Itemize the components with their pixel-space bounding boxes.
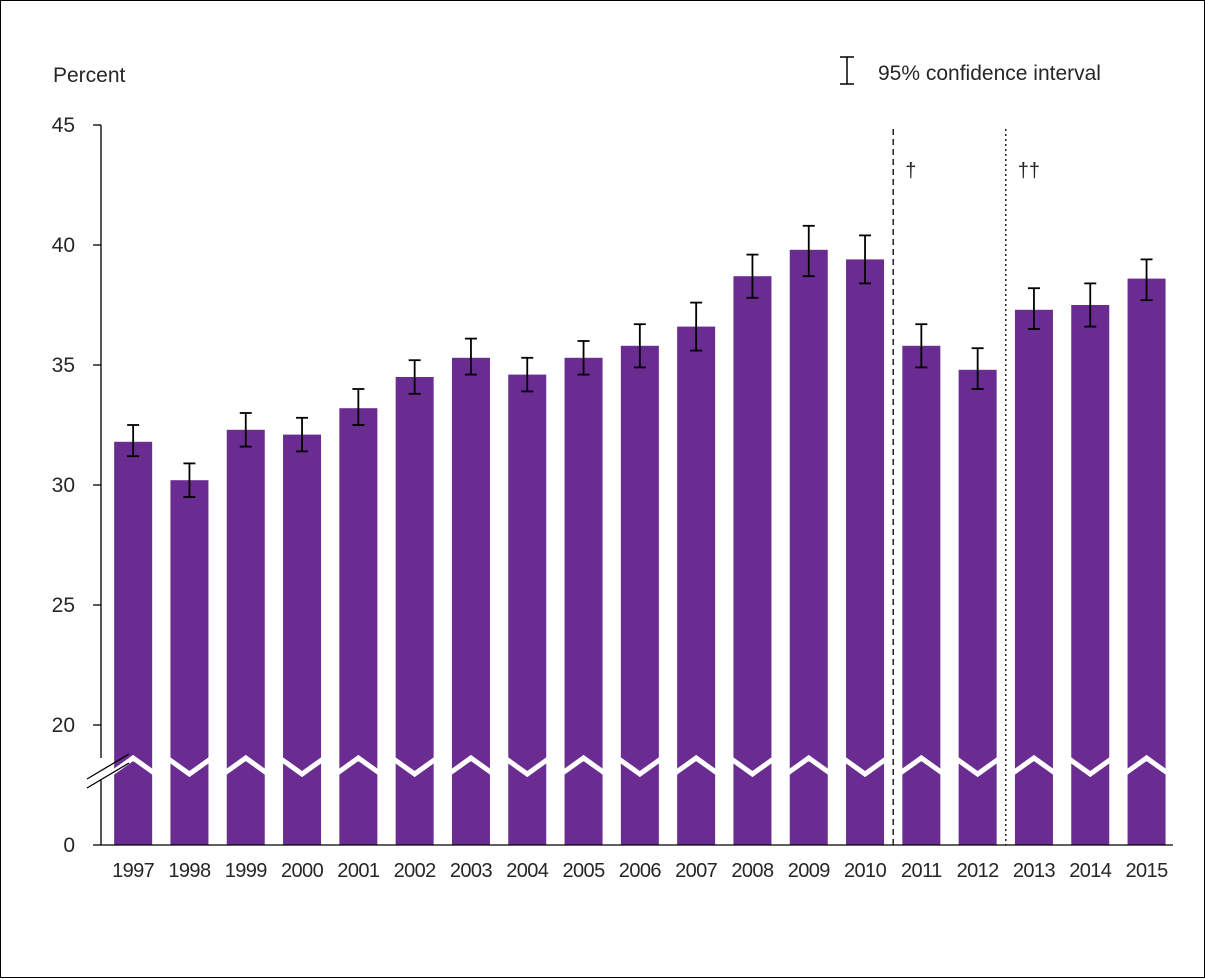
break-zigzag — [110, 754, 1170, 778]
x-tick-label-2000: 2000 — [281, 860, 324, 882]
error-bar-2001 — [352, 388, 365, 426]
x-tick-label-2005: 2005 — [563, 860, 606, 882]
y-axis-title: Percent — [53, 64, 126, 87]
bar-1998 — [170, 480, 209, 845]
x-tick-label-2010: 2010 — [844, 860, 887, 882]
error-bar-2008 — [746, 253, 759, 299]
x-tick-label-2006: 2006 — [619, 860, 662, 882]
bar-2008 — [733, 276, 772, 845]
error-bar-1997 — [127, 424, 140, 458]
error-bar-2004 — [521, 356, 534, 393]
error-bar-2007 — [690, 301, 703, 352]
error-bar-2012 — [971, 347, 984, 390]
bar-2005 — [564, 357, 603, 845]
y-tick-label-30: 30 — [52, 474, 75, 497]
error-bar-2014 — [1084, 282, 1097, 328]
x-tick-label-2008: 2008 — [731, 860, 774, 882]
x-tick-label-2003: 2003 — [450, 860, 493, 882]
bar-2015 — [1127, 278, 1166, 846]
error-bar-2013 — [1027, 287, 1040, 330]
x-tick-label-2014: 2014 — [1069, 860, 1112, 882]
x-tick-label-2013: 2013 — [1013, 860, 1056, 882]
y-axis-break-mark — [86, 762, 130, 789]
error-bar-1998 — [183, 462, 196, 498]
legend-label: 95% confidence interval — [878, 62, 1101, 85]
error-bar-2011 — [915, 323, 928, 369]
x-tick-label-2011: 2011 — [901, 860, 942, 882]
annotations: † †† — [892, 129, 1040, 845]
x-tick-label-1997: 1997 — [112, 860, 155, 882]
error-bar-2003 — [464, 337, 477, 376]
y-tick-label-25: 25 — [52, 594, 75, 617]
axis-break-markers — [110, 754, 1170, 778]
bar-2000 — [283, 434, 322, 845]
y-tick-label-40: 40 — [52, 234, 75, 257]
error-bar-2005 — [577, 340, 590, 376]
bar-2006 — [620, 345, 659, 845]
annotation-2012: †† — [1018, 160, 1040, 182]
bar-2011 — [902, 345, 941, 845]
bar-2001 — [339, 408, 378, 845]
y-tick-label-20: 20 — [52, 714, 75, 737]
x-tick-label-2004: 2004 — [506, 860, 549, 882]
y-tick-label-35: 35 — [52, 354, 75, 377]
y-tick-label-0: 0 — [63, 834, 75, 857]
x-tick-label-1999: 1999 — [225, 860, 268, 882]
error-bars — [127, 224, 1153, 498]
legend: 95% confidence interval — [840, 56, 1101, 85]
x-tick-label-2002: 2002 — [394, 860, 437, 882]
annotation-2010: † — [905, 160, 916, 182]
bar-2009 — [789, 249, 828, 846]
x-tick-label-2015: 2015 — [1126, 860, 1169, 882]
bar-2014 — [1071, 305, 1110, 845]
error-bar-2006 — [633, 323, 646, 369]
y-tick-label-45: 45 — [52, 114, 75, 137]
x-tick-label-2001: 2001 — [337, 860, 380, 882]
error-bar-2002 — [408, 359, 421, 395]
x-tick-label-1998: 1998 — [168, 860, 211, 882]
bar-1997 — [114, 441, 153, 845]
x-tick-label-2012: 2012 — [957, 860, 1000, 882]
y-tick-labels: 0 20 25 30 35 40 45 — [52, 114, 75, 857]
error-bar-1999 — [239, 412, 252, 448]
x-tick-label-2007: 2007 — [675, 860, 718, 882]
error-bar-2009 — [802, 224, 815, 278]
confidence-interval-icon — [840, 56, 854, 85]
bar-2010 — [846, 259, 885, 845]
error-bar-2015 — [1140, 258, 1153, 302]
y-axis-break-mark — [86, 753, 130, 780]
bar-1999 — [226, 429, 265, 845]
axes — [86, 124, 1173, 846]
bar-2003 — [451, 357, 490, 845]
x-tick-labels: 1997 1998 1999 2000 2001 2002 2003 2004 2005 2006… — [112, 860, 1169, 882]
error-bar-2010 — [859, 234, 872, 285]
error-bar-2000 — [296, 416, 309, 453]
x-tick-label-2009: 2009 — [788, 860, 831, 882]
